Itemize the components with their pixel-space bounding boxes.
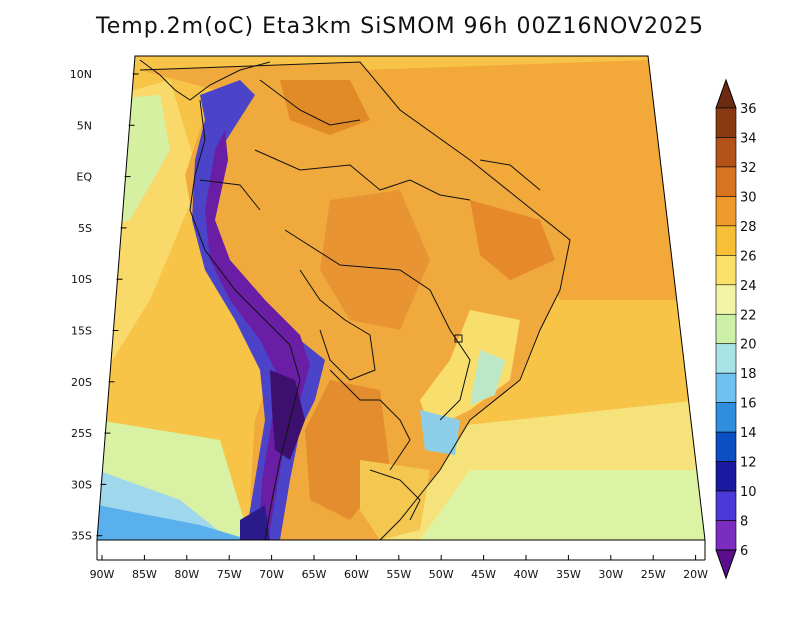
patagonia-cold [240, 505, 270, 540]
cool-region-southeast [420, 310, 520, 430]
longitude-axis: 90W 85W 80W 75W 70W 65W 60W 55W 50W 45W 40W 35W 30W 2… [90, 540, 708, 581]
colorbar-label: 6 [740, 544, 748, 559]
colorbar-segment [715, 196, 737, 227]
colorbar-label: 12 [740, 456, 757, 471]
chart-title: Temp.2m(oC) Eta3km SiSMOM 96h 00Z16NOV20… [96, 14, 704, 39]
lon-tick-label: 90W [90, 568, 115, 581]
lat-tick-label: 35S [71, 530, 92, 543]
lon-tick-label: 55W [386, 568, 411, 581]
uruguay-region [360, 460, 430, 540]
lon-tick-label: 50W [429, 568, 454, 581]
country-borders [139, 61, 571, 540]
colorbar-segment [715, 166, 737, 197]
lat-tick-label: EQ [76, 171, 92, 184]
colorbar-segment [715, 107, 737, 138]
lon-tick-label: 70W [259, 568, 284, 581]
lon-tick-label: 20W [683, 568, 708, 581]
colorbar-label: 18 [740, 367, 757, 382]
lat-tick-label: 10S [71, 273, 92, 286]
colorbar-bottom-arrow [715, 549, 737, 580]
lon-tick-label: 25W [641, 568, 666, 581]
cooler-region-southeast [470, 350, 505, 405]
lon-tick-label: 45W [471, 568, 496, 581]
colorbar-label: 26 [740, 249, 757, 264]
lon-tick-label: 65W [302, 568, 327, 581]
pacific-coastline [189, 99, 301, 540]
cold-highland-south [420, 410, 460, 455]
lat-tick-label: 10N [70, 68, 92, 81]
map-domain [97, 56, 705, 540]
colorbar-label: 8 [740, 515, 748, 530]
colorbar-segment [715, 255, 737, 286]
lat-tick-label: 15S [71, 325, 92, 338]
colorbar-label: 16 [740, 397, 757, 412]
colorbar-segment [715, 402, 737, 433]
colorbar-segment [715, 490, 737, 521]
colorbar-top-arrow [715, 78, 737, 109]
colorbar-segment [715, 431, 737, 462]
lon-tick-label: 60W [344, 568, 369, 581]
colorbar-label: 14 [740, 426, 757, 441]
colorbar-label: 36 [740, 102, 757, 117]
altiplano-cold [270, 370, 305, 460]
colorbar: 36 34 32 30 28 26 24 22 20 18 16 14 12 10 8 6 [715, 78, 757, 580]
hot-region-central [320, 190, 430, 330]
galapagos-islet [106, 183, 110, 187]
lat-tick-label: 25S [71, 427, 92, 440]
colorbar-segment [715, 520, 737, 551]
lon-tick-label: 40W [514, 568, 539, 581]
atlantic-warm-band [360, 60, 680, 300]
colorbar-label: 28 [740, 220, 757, 235]
colorbar-segment [715, 225, 737, 256]
lon-tick-label: 35W [556, 568, 581, 581]
colorbar-segment [715, 284, 737, 315]
hot-region-northeast [470, 200, 555, 280]
latitude-axis: 10N 5N EQ 5S 10S 15S 20S 25S 30S 35S [70, 68, 139, 543]
lat-tick-label: 30S [71, 478, 92, 491]
lat-tick-label: 5N [77, 119, 92, 132]
colorbar-segment [715, 461, 737, 492]
colorbar-segment [715, 343, 737, 374]
lon-tick-label: 80W [174, 568, 199, 581]
pacific-colder-south [97, 505, 250, 540]
colorbar-label: 24 [740, 279, 757, 294]
lon-tick-label: 85W [132, 568, 157, 581]
central-america-coast [139, 59, 271, 101]
colorbar-label: 32 [740, 161, 757, 176]
colorbar-segment [715, 137, 737, 168]
lon-tick-label: 75W [217, 568, 242, 581]
colorbar-segment [715, 372, 737, 403]
colorbar-label: 22 [740, 308, 757, 323]
colorbar-label: 20 [740, 338, 757, 353]
lat-tick-label: 5S [78, 222, 92, 235]
lat-tick-label: 20S [71, 376, 92, 389]
hot-region-north [280, 80, 370, 135]
colorbar-label: 30 [740, 190, 757, 205]
south-atlantic-cool [420, 470, 705, 540]
colorbar-label: 10 [740, 485, 757, 500]
lon-tick-label: 30W [598, 568, 623, 581]
colorbar-label: 34 [740, 131, 757, 146]
colorbar-segment [715, 313, 737, 345]
galapagos-islands [101, 180, 105, 184]
